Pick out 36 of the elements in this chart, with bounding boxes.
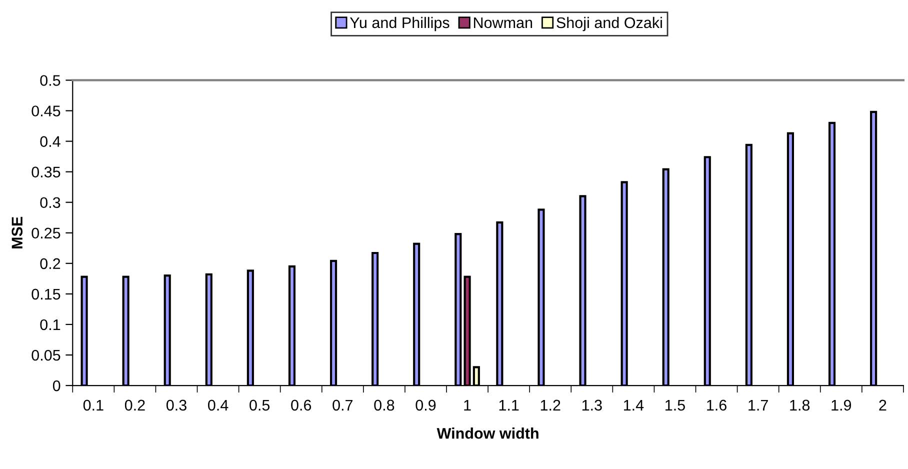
y-tick-label: 0.1 [40, 319, 60, 330]
x-axis-title: Window width [436, 428, 538, 439]
legend-label: Nowman [474, 17, 532, 28]
y-tick-label: 0.15 [32, 288, 60, 300]
x-tick-label: 0.5 [250, 400, 270, 411]
x-tick-label: 0.4 [208, 400, 228, 411]
y-tick-label: 0.2 [40, 258, 60, 270]
x-tick-label: 1.7 [748, 400, 768, 410]
y-tick-label: 0 [52, 380, 60, 392]
x-tick-label: 1.6 [707, 400, 726, 411]
x-tick-label: 1.4 [624, 400, 644, 410]
x-tick-label: 1.8 [790, 400, 810, 411]
x-tick-label: 0.6 [291, 400, 312, 411]
legend-label: Shoji and Ozaki [556, 16, 662, 32]
legend-label: Yu and Phillips [350, 16, 450, 32]
y-axis-title: MSE [12, 216, 23, 248]
x-tick-label: 0.3 [166, 400, 186, 411]
y-tick-label: 0.45 [32, 106, 60, 116]
x-tick-label: 1.2 [540, 400, 560, 410]
x-tick-label: 0.2 [124, 400, 145, 411]
y-tick-label: 0.5 [40, 75, 60, 86]
y-tick-label: 0.25 [32, 228, 60, 239]
x-tick-label: 2 [879, 400, 886, 410]
x-tick-label: 0.7 [332, 400, 353, 411]
x-tick-label: 0.8 [374, 400, 394, 411]
x-tick-label: 1.5 [666, 400, 685, 411]
y-tick-label: 0.3 [40, 197, 60, 208]
x-tick-label: 1.3 [582, 400, 602, 411]
x-tick-label: 0.1 [83, 400, 104, 411]
x-tick-label: 1.9 [832, 400, 852, 411]
x-tick-label: 1 [464, 400, 471, 410]
y-tick-label: 0.35 [32, 166, 60, 178]
x-tick-label: 1.1 [499, 400, 519, 410]
x-tick-label: 0.9 [416, 400, 436, 411]
y-tick-label: 0.4 [40, 136, 60, 147]
y-tick-label: 0.05 [32, 350, 60, 361]
